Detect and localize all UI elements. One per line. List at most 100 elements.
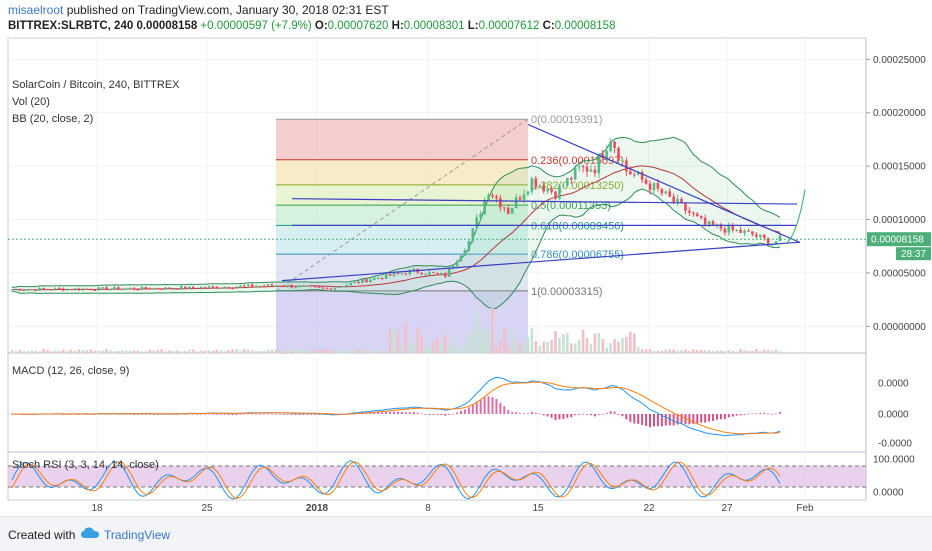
candle-body — [459, 255, 463, 262]
time-tick-label: 15 — [532, 503, 544, 514]
macd-legend: MACD (12, 26, close, 9) — [12, 365, 130, 377]
volume-bar — [113, 351, 116, 353]
volume-bar — [593, 333, 597, 353]
candle-body — [160, 289, 163, 291]
macd-histogram-bar — [168, 414, 171, 415]
price-chart[interactable]: 18 25 2018 8 15 22 27 Feb 0.00025000 0.00020000 0.… — [0, 0, 932, 516]
macd-histogram-bar — [381, 412, 384, 414]
volume-bar — [388, 328, 392, 353]
volume-bar — [459, 346, 463, 353]
candle-body — [766, 237, 770, 245]
volume-bar — [554, 331, 557, 353]
candle-body — [50, 289, 53, 291]
volume-bar — [156, 350, 160, 353]
candle-body — [278, 285, 282, 287]
candle-body — [510, 208, 514, 214]
volume-bar — [168, 350, 171, 353]
macd-histogram-bar — [137, 414, 140, 415]
macd-histogram-bar — [267, 413, 269, 415]
macd-tick-label: 0.0000 — [878, 410, 909, 421]
time-tick-label: 27 — [721, 503, 733, 514]
volume-bar — [518, 341, 522, 353]
volume-bar — [707, 349, 711, 353]
author-link[interactable]: misaelroot — [8, 3, 64, 17]
macd-histogram-bar — [117, 413, 120, 415]
macd-histogram-bar — [743, 414, 746, 415]
candle-body — [475, 217, 479, 229]
macd-histogram-bar — [207, 413, 210, 415]
macd-histogram-bar — [613, 411, 616, 414]
volume-bar — [597, 332, 601, 353]
open-label: O: — [314, 20, 328, 32]
candle-body — [81, 288, 85, 291]
volume-bar — [73, 350, 77, 353]
candle-body — [503, 207, 506, 209]
macd-histogram-bar — [578, 414, 581, 415]
volume-bar — [203, 350, 207, 353]
volume-bar — [54, 350, 57, 353]
candle-body — [187, 286, 191, 289]
macd-tick-label: 0.0000 — [878, 379, 909, 390]
candle-body — [54, 288, 57, 290]
candle-body — [333, 287, 337, 290]
macd-histogram-bar — [471, 404, 474, 414]
volume-bar — [30, 350, 33, 353]
volume-bar — [660, 350, 664, 353]
macd-histogram-bar — [463, 409, 466, 414]
macd-histogram-bar — [314, 414, 317, 415]
candle-body — [38, 288, 41, 291]
candle-body — [471, 228, 475, 242]
volume-bar — [680, 350, 683, 353]
macd-histogram-bar — [393, 411, 396, 414]
macd-histogram-bar — [278, 413, 281, 415]
candle-body — [69, 289, 73, 291]
macd-histogram-bar — [140, 413, 143, 415]
price-tick-label: 0.00015000 — [873, 162, 926, 173]
candle-body — [625, 160, 628, 172]
macd-histogram-bar — [593, 414, 596, 417]
candle-body — [180, 286, 183, 290]
volume-bar — [376, 350, 380, 353]
macd-histogram-bar — [696, 414, 699, 424]
volume-bar — [577, 339, 581, 353]
candle-body — [156, 288, 160, 290]
volume-bar — [357, 349, 360, 353]
volume-bar — [644, 349, 648, 353]
macd-histogram-bar — [719, 414, 722, 420]
volume-bar — [258, 350, 262, 353]
volume-bar — [172, 350, 175, 353]
macd-histogram-bar — [416, 412, 419, 414]
volume-bar — [365, 350, 368, 353]
macd-histogram-bar — [637, 414, 640, 424]
candle-body — [313, 286, 317, 288]
volume-bar — [420, 335, 423, 353]
macd-histogram-bar — [523, 413, 525, 415]
candle-body — [286, 284, 289, 287]
volume-bar — [699, 350, 703, 353]
volume-bar — [250, 350, 254, 353]
candle-body — [329, 288, 333, 290]
candle-body — [349, 282, 353, 285]
macd-histogram-bar — [152, 414, 155, 415]
volume-bar — [625, 336, 628, 353]
footer-bar: Created with TradingView — [0, 516, 932, 551]
macd-histogram-bar — [558, 414, 561, 420]
tradingview-link[interactable]: TradingView — [104, 528, 171, 542]
macd-histogram-bar — [412, 411, 415, 414]
candle-body — [762, 234, 766, 238]
candle-body — [589, 169, 593, 172]
stoch-tick-label: 0.0000 — [873, 488, 904, 499]
candle-body — [436, 272, 439, 274]
macd-histogram-bar — [160, 414, 163, 415]
macd-histogram-bar — [404, 412, 407, 414]
candle-body — [632, 174, 636, 176]
candle-body — [747, 230, 750, 232]
candle-body — [554, 191, 557, 199]
macd-histogram-bar — [282, 414, 285, 415]
macd-histogram-bar — [700, 414, 703, 423]
candle-body — [743, 230, 746, 233]
volume-bar — [97, 350, 100, 353]
volume-bar — [451, 338, 455, 353]
candle-body — [361, 279, 364, 283]
candle-body — [42, 288, 45, 290]
